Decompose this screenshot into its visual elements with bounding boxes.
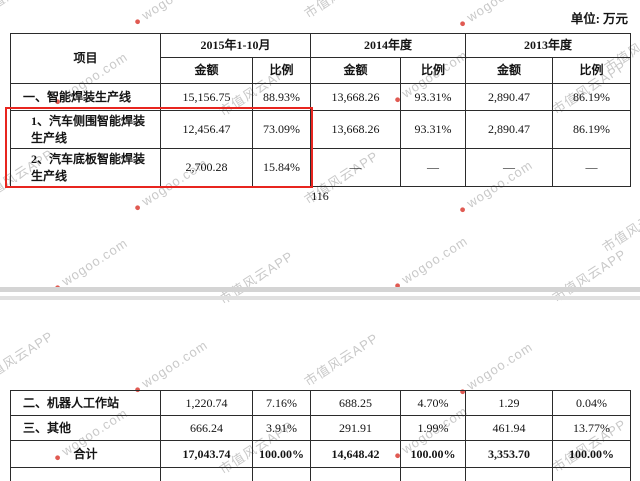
watermark-site: ●wogoo.com [50, 235, 131, 294]
ratio-cell: 15.84% [252, 148, 311, 187]
col-header-ratio: 比例 [399, 57, 467, 84]
watermark-site-text: wogoo.com [138, 337, 211, 391]
table-row-total: 合计 17,043.74 100.00% 14,648.42 100.00% 3… [10, 440, 631, 468]
row-label: 2、汽车底板智能焊装生产线 [10, 148, 161, 187]
table-row-partial [10, 467, 631, 481]
wogoo-dot-icon: ● [131, 14, 145, 29]
table-row: 二、机器人工作站 1,220.74 7.16% 688.25 4.70% 1.2… [10, 390, 631, 416]
ratio-cell: — [399, 148, 467, 187]
ratio-cell: 7.16% [252, 390, 311, 416]
ratio-cell: 93.31% [399, 110, 467, 149]
watermark-site-text: wogoo.com [139, 0, 210, 23]
col-header-period-2015: 2015年1-10月 [160, 33, 311, 58]
table-cell-empty [400, 467, 466, 481]
col-header-period-2014: 2014年度 [309, 33, 467, 58]
amount-cell: 17,043.74 [160, 440, 253, 468]
amount-cell: 1.29 [465, 390, 553, 416]
watermark-brand: 市值风云APP [0, 0, 57, 20]
amount-cell: 461.94 [465, 415, 553, 441]
table-row: 三、其他 666.24 3.91% 291.91 1.99% 461.94 13… [10, 415, 631, 441]
col-header-amount: 金额 [465, 57, 554, 84]
unit-label: 单位: 万元 [570, 12, 628, 26]
table-cell-empty [552, 467, 631, 481]
amount-cell: 2,700.28 [160, 148, 253, 187]
ratio-cell: 93.31% [399, 83, 467, 111]
amount-cell: 688.25 [310, 390, 401, 416]
ratio-cell: 13.77% [552, 415, 631, 441]
amount-cell: 15,156.75 [160, 83, 253, 111]
amount-cell: 14,648.42 [310, 440, 401, 468]
col-header-item: 项目 [10, 33, 161, 84]
wogoo-dot-icon: ● [456, 16, 470, 31]
col-header-ratio: 比例 [552, 57, 632, 84]
col-header-ratio: 比例 [252, 57, 311, 84]
amount-cell: 2,890.47 [465, 110, 554, 149]
ratio-cell: 4.70% [400, 390, 466, 416]
table-cell-empty [160, 467, 253, 481]
watermark-brand: 市值风云APP [300, 0, 382, 22]
watermark-site-text: wogoo.com [398, 233, 471, 287]
ratio-cell: 86.19% [552, 110, 632, 149]
revenue-table-bottom: 二、机器人工作站 1,220.74 7.16% 688.25 4.70% 1.2… [10, 390, 631, 481]
revenue-table-top: 项目 2015年1-10月 2014年度 2013年度 金额 比例 金额 比例 … [10, 33, 632, 187]
amount-cell: 666.24 [160, 415, 253, 441]
amount-cell: 1,220.74 [160, 390, 253, 416]
ratio-cell: — [552, 148, 632, 187]
ratio-cell: 86.19% [552, 83, 632, 111]
table-cell-empty [10, 467, 161, 481]
amount-cell: 291.91 [310, 415, 401, 441]
col-header-period-2013: 2013年度 [465, 33, 632, 58]
watermark-brand: 市值风云APP [0, 328, 57, 388]
row-label: 合计 [10, 440, 161, 468]
wogoo-dot-icon: ● [456, 202, 470, 217]
watermark-site: ●wogoo.com [390, 233, 471, 292]
ratio-cell: 88.93% [252, 83, 311, 111]
table-cell-empty [465, 467, 553, 481]
page-number: 116 [311, 189, 329, 203]
ratio-cell: 73.09% [252, 110, 311, 149]
watermark-site: ●wogoo.com [130, 337, 211, 396]
watermark-site-text: wogoo.com [464, 0, 535, 25]
section-divider [0, 287, 640, 292]
ratio-cell: 0.04% [552, 390, 631, 416]
ratio-cell: 100.00% [252, 440, 311, 468]
table-row: 一、智能焊装生产线 15,156.75 88.93% 13,668.26 93.… [10, 83, 632, 111]
ratio-cell: 1.99% [400, 415, 466, 441]
row-label: 一、智能焊装生产线 [10, 83, 161, 111]
watermark-site: ●wogoo.com [130, 0, 211, 29]
ratio-cell: 100.00% [400, 440, 466, 468]
amount-cell: 13,668.26 [310, 83, 401, 111]
table-cell-empty [310, 467, 401, 481]
amount-cell: — [465, 148, 554, 187]
row-label: 二、机器人工作站 [10, 390, 161, 416]
amount-cell: 2,890.47 [465, 83, 554, 111]
table-row: 2、汽车底板智能焊装生产线 2,700.28 15.84% — — — — [10, 148, 632, 187]
watermark-site-text: wogoo.com [463, 339, 536, 393]
ratio-cell: 3.91% [252, 415, 311, 441]
amount-cell: 12,456.47 [160, 110, 253, 149]
watermark-site: ●wogoo.com [455, 0, 536, 31]
col-header-amount: 金额 [310, 57, 401, 84]
table-cell-empty [252, 467, 311, 481]
row-label: 1、汽车侧围智能焊装生产线 [10, 110, 161, 149]
watermark-brand: 市值风云APP [301, 330, 382, 390]
section-divider [0, 296, 640, 300]
col-header-amount: 金额 [160, 57, 253, 84]
row-label: 三、其他 [10, 415, 161, 441]
amount-cell: 3,353.70 [465, 440, 553, 468]
ratio-cell: 100.00% [552, 440, 631, 468]
table-row: 1、汽车侧围智能焊装生产线 12,456.47 73.09% 13,668.26… [10, 110, 632, 149]
watermark-site-text: wogoo.com [58, 235, 131, 289]
amount-cell: — [310, 148, 401, 187]
amount-cell: 13,668.26 [310, 110, 401, 149]
